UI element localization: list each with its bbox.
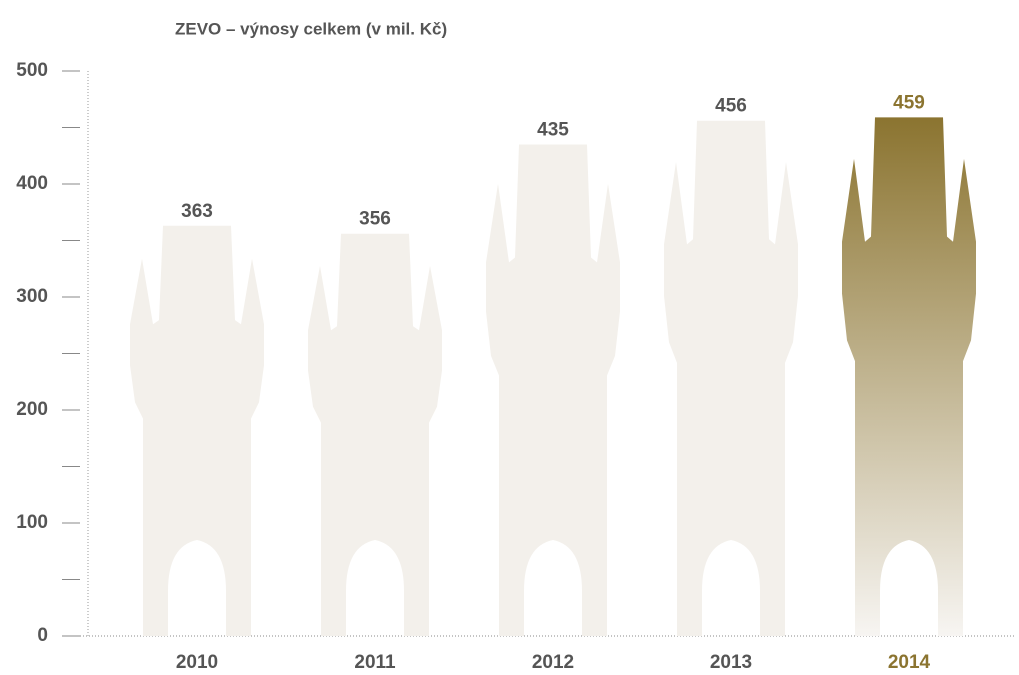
- x-tick-label: 2014: [888, 652, 931, 673]
- x-tick-label: 2011: [354, 652, 396, 673]
- chart-title: ZEVO – výnosy celkem (v mil. Kč): [175, 19, 447, 38]
- tower-bar: [664, 121, 798, 636]
- value-label: 435: [537, 119, 569, 140]
- x-tick-label: 2012: [532, 652, 574, 673]
- tower-bar: [130, 226, 264, 636]
- y-tick-label: 0: [37, 625, 48, 646]
- value-label: 456: [715, 96, 747, 117]
- value-label: 363: [181, 201, 213, 222]
- tower-bar: [486, 144, 620, 636]
- y-tick-label: 100: [16, 512, 48, 533]
- tower-bar: [842, 117, 976, 636]
- value-label: 459: [893, 92, 925, 113]
- y-tick-label: 200: [16, 399, 48, 420]
- y-tick-label: 400: [16, 173, 48, 194]
- tower-bar: [308, 234, 442, 636]
- y-tick-label: 300: [16, 286, 48, 307]
- chart: ZEVO – výnosy celkem (v mil. Kč) 0 100 200…: [0, 0, 1019, 675]
- value-label: 356: [359, 209, 391, 230]
- x-tick-label: 2010: [176, 652, 218, 673]
- y-tick-label: 500: [16, 60, 48, 81]
- x-tick-label: 2013: [710, 652, 752, 673]
